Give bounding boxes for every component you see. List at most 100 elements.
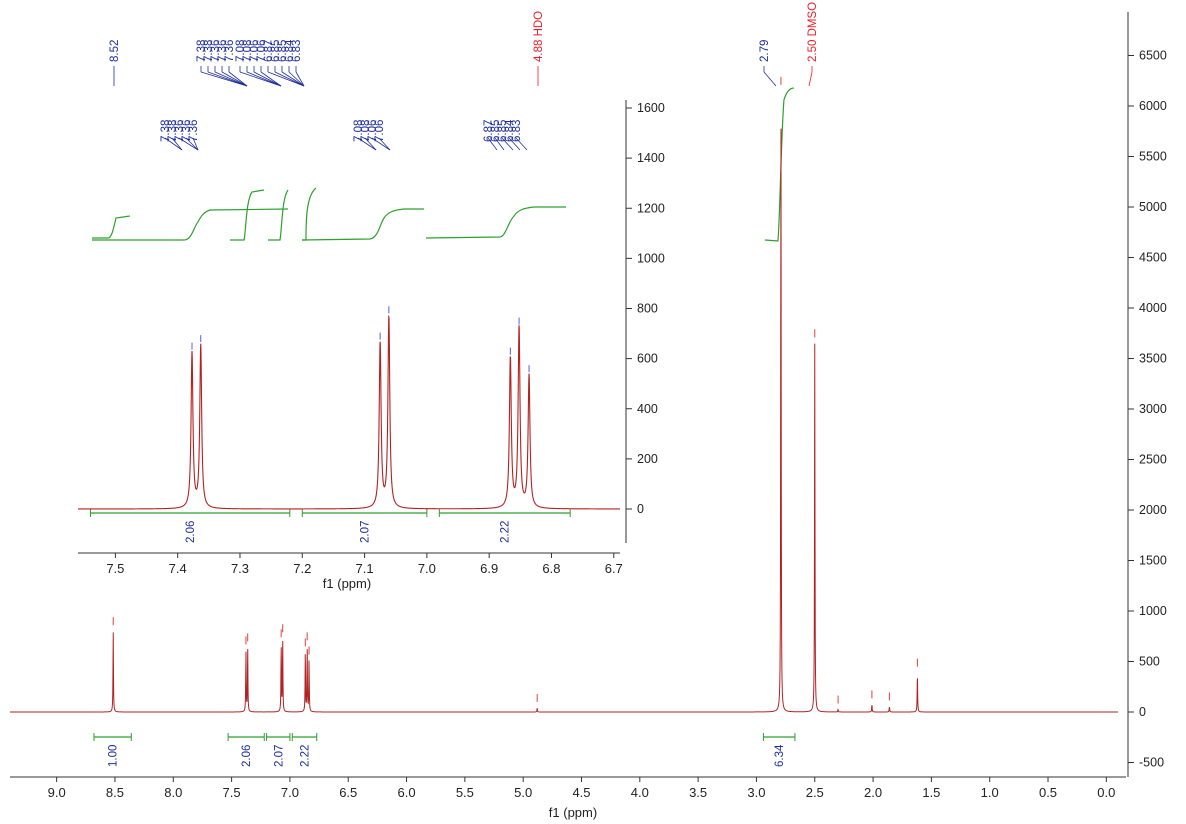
inset-peak-label: 6.85 bbox=[490, 120, 502, 142]
inset-y-tick-label: 0 bbox=[637, 502, 644, 516]
main-peak-labels: 8.52 7.387.387.367.367.36 7.087.087.067.06… bbox=[109, 2, 819, 87]
main-spectrum-trace bbox=[10, 76, 1118, 713]
inset-integral-curve bbox=[301, 208, 424, 241]
main-peak-label-connector bbox=[267, 71, 305, 87]
inset-x-tick-label: 7.5 bbox=[106, 561, 124, 576]
main-x-tick-label: 4.0 bbox=[631, 785, 649, 800]
main-peak-label-connector bbox=[253, 71, 282, 87]
main-x-tick-label: 1.0 bbox=[981, 785, 999, 800]
main-y-tick-label: 0 bbox=[1139, 705, 1146, 719]
inset-expansion: 7.5 7.4 7.3 7.2 7.1 7.0 6.9 6.8 6.7 1600 1400 1200 1… bbox=[76, 100, 665, 576]
main-y-tick-label: 3500 bbox=[1139, 352, 1167, 366]
inset-peak-label-connector bbox=[371, 137, 391, 151]
main-peak-label-connector bbox=[274, 71, 305, 87]
main-y-tick-label: 1000 bbox=[1139, 604, 1167, 618]
inset-peak-label: 7.38 bbox=[167, 120, 179, 142]
inset-peak-label: 7.38 bbox=[160, 120, 172, 142]
inset-peak-label: 7.36 bbox=[181, 120, 193, 142]
inset-peak-label-connector bbox=[171, 137, 183, 151]
inset-integral-curve bbox=[268, 189, 289, 241]
inset-peak-label-connector bbox=[192, 137, 199, 151]
main-peak-label: 8.52 bbox=[109, 40, 121, 62]
main-peak-label: 7.06 bbox=[256, 40, 268, 62]
inset-y-tick-label: 400 bbox=[637, 402, 658, 416]
inset-x-tick-label: 6.7 bbox=[605, 561, 623, 576]
main-integral-value: 6.34 bbox=[774, 744, 786, 767]
main-x-tick-label: 2.5 bbox=[806, 785, 824, 800]
inset-y-tick-label: 1400 bbox=[637, 151, 665, 165]
main-x-tick-label: 2.0 bbox=[864, 785, 882, 800]
inset-peak-label-connector bbox=[501, 137, 514, 151]
inset-integral-curve bbox=[425, 206, 566, 239]
inset-peak-label-connector bbox=[515, 137, 528, 151]
inset-peak-label-connector bbox=[494, 137, 505, 151]
main-peak-label-connector bbox=[239, 71, 282, 87]
main-integral-value: 2.22 bbox=[299, 745, 311, 767]
main-x-tick-label: 5.0 bbox=[514, 785, 532, 800]
main-peak-label: 7.36 bbox=[217, 40, 229, 62]
inset-peak-label: 7.06 bbox=[374, 120, 386, 142]
main-y-tick-label: 4500 bbox=[1139, 251, 1167, 265]
main-x-tick-label: 9.0 bbox=[48, 785, 66, 800]
main-y-tick-label: 5500 bbox=[1139, 150, 1167, 164]
main-peak-label-connector bbox=[228, 71, 248, 87]
inset-x-axis-label: f1 (ppm) bbox=[323, 576, 371, 591]
main-y-tick-label: 3000 bbox=[1139, 402, 1167, 416]
main-peak-label-connector bbox=[763, 71, 777, 87]
inset-axes: 7.5 7.4 7.3 7.2 7.1 7.0 6.9 6.8 6.7 1600 1400 1200 1… bbox=[76, 100, 665, 576]
inset-peak-label-connector bbox=[178, 137, 199, 151]
main-integral-curves: 1.00 2.06 2.07 2.22 6.34 bbox=[93, 87, 796, 767]
main-x-tick-label: 5.5 bbox=[456, 785, 474, 800]
inset-peak-label-connector bbox=[164, 137, 183, 151]
main-peak-label: 4.88 HDO bbox=[533, 11, 545, 62]
main-y-tick-label: 500 bbox=[1139, 655, 1160, 669]
main-peak-label-connector bbox=[214, 71, 248, 87]
main-x-tick-label: 6.0 bbox=[398, 785, 416, 800]
main-peak-label: 7.08 bbox=[242, 40, 254, 62]
main-x-tick-label: 8.0 bbox=[164, 785, 182, 800]
inset-x-tick-label: 7.1 bbox=[356, 561, 374, 576]
main-peak-label-connector bbox=[246, 71, 282, 87]
inset-integral-value: 2.22 bbox=[500, 521, 512, 543]
main-x-tick-label: 7.5 bbox=[223, 785, 241, 800]
main-peak-label-connector bbox=[295, 71, 305, 87]
inset-integral-curve bbox=[92, 215, 131, 239]
inset-peak-label: 6.83 bbox=[511, 120, 523, 142]
inset-peak-label-connector bbox=[357, 137, 377, 151]
inset-peak-label: 6.85 bbox=[497, 120, 509, 142]
main-x-tick-label: 6.5 bbox=[339, 785, 357, 800]
inset-x-tick-label: 6.9 bbox=[480, 561, 498, 576]
main-y-tick-label: 4000 bbox=[1139, 301, 1167, 315]
inset-peak-label: 7.08 bbox=[360, 120, 372, 142]
inset-peak-label-connector bbox=[364, 137, 377, 151]
main-peak-label: 6.87 bbox=[263, 40, 275, 62]
main-peak-label: 7.08 bbox=[235, 40, 247, 62]
main-y-tick-label: -500 bbox=[1139, 756, 1164, 770]
main-peak-label: 6.83 bbox=[291, 40, 303, 62]
inset-peak-label-connector bbox=[378, 137, 391, 151]
main-x-tick-label: 1.5 bbox=[922, 785, 940, 800]
inset-y-tick-label: 1200 bbox=[637, 201, 665, 215]
inset-spectrum-line bbox=[78, 314, 620, 510]
inset-y-tick-label: 200 bbox=[637, 452, 658, 466]
main-y-tick-label: 6000 bbox=[1139, 99, 1167, 113]
main-y-tick-label: 5000 bbox=[1139, 200, 1167, 214]
main-peak-label: 2.50 DMSO bbox=[807, 2, 819, 62]
inset-peak-label: 6.84 bbox=[504, 119, 516, 142]
main-peak-label: 7.38 bbox=[196, 40, 208, 62]
inset-integral-curves: 2.06 2.07 2.22 bbox=[89, 187, 571, 543]
main-x-tick-label: 0.5 bbox=[1039, 785, 1057, 800]
inset-peak-label-connector bbox=[508, 137, 521, 151]
main-x-axis-label: f1 (ppm) bbox=[549, 805, 597, 820]
inset-peak-label: 7.36 bbox=[174, 120, 186, 142]
main-x-tick-label: 7.0 bbox=[281, 785, 299, 800]
main-peak-label-connector bbox=[207, 71, 248, 87]
main-x-tick-label: 0.0 bbox=[1097, 785, 1115, 800]
main-integral-value: 2.06 bbox=[241, 745, 253, 767]
inset-x-tick-label: 7.3 bbox=[231, 561, 249, 576]
main-peak-label: 7.06 bbox=[249, 40, 261, 62]
inset-peak-label: 7.36 bbox=[188, 120, 200, 142]
inset-peak-label-connector bbox=[185, 137, 199, 151]
inset-background bbox=[76, 100, 628, 567]
